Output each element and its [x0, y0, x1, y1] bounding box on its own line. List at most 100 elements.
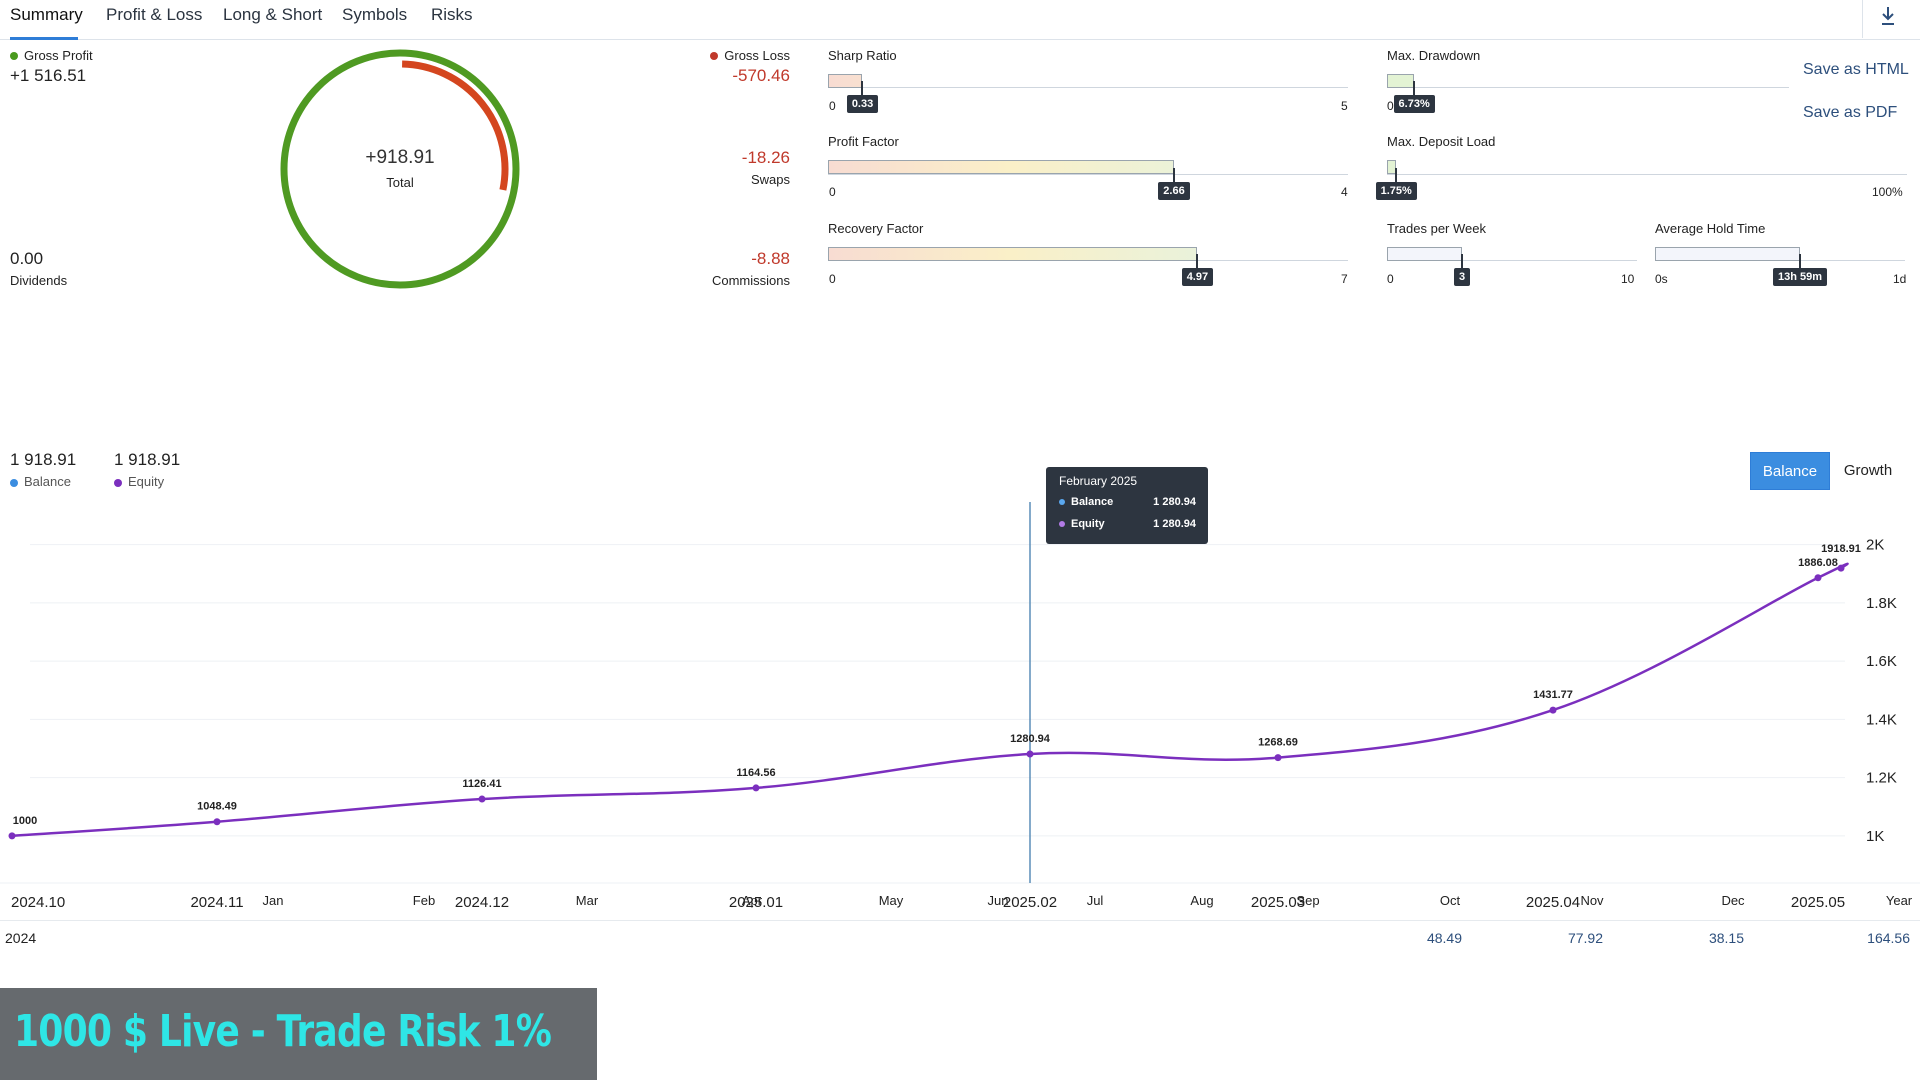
- month-header-aug: Aug: [1190, 893, 1214, 908]
- month-header-oct: Oct: [1439, 893, 1461, 908]
- equity-point: [8, 832, 16, 840]
- value-marker: [1461, 254, 1463, 270]
- point-label: 1431.77: [1533, 689, 1573, 701]
- tab-long-short[interactable]: Long & Short: [223, 5, 323, 24]
- tab-symbols[interactable]: Symbols: [342, 5, 408, 24]
- trades-per-week-min: 0: [1387, 272, 1394, 286]
- trades-per-week-value: 3: [1454, 268, 1471, 286]
- max-deposit-load-bar: [1387, 160, 1397, 174]
- max-drawdown-title: Max. Drawdown: [1387, 48, 1481, 63]
- equity-point: [213, 818, 221, 826]
- swaps-label: Swaps: [750, 172, 790, 187]
- point-label: 1164.56: [736, 767, 775, 779]
- value-marker: [1172, 168, 1175, 184]
- equity-point: [752, 784, 760, 792]
- growth-toggle-button[interactable]: Growth: [1843, 462, 1893, 479]
- gross-loss-label: Gross Loss: [724, 48, 790, 63]
- tab-summary[interactable]: Summary: [10, 0, 83, 40]
- gross-loss-dot: [710, 51, 719, 60]
- max-drawdown-bar: [1387, 74, 1415, 88]
- value-marker: [861, 81, 864, 97]
- month-header-year: Year: [1885, 893, 1913, 908]
- oct-value: 48.49: [1426, 930, 1462, 946]
- download-button[interactable]: [1862, 0, 1912, 38]
- avg-hold-time-max: 1d: [1893, 272, 1907, 286]
- banner-text: 1000 $ Live - Trade Risk 1%: [14, 1006, 552, 1057]
- year-row-label: 2024: [5, 930, 37, 946]
- month-header-mar: Mar: [575, 893, 599, 908]
- month-header-feb: Feb: [412, 893, 436, 908]
- point-label: 1000: [13, 815, 37, 827]
- y-tick-label: 1.8K: [1866, 595, 1897, 612]
- total-label: Total: [386, 175, 414, 190]
- gross-loss-value: -570.46: [732, 66, 790, 85]
- month-header-may: May: [878, 893, 904, 908]
- month-header-nov: Nov: [1580, 893, 1604, 908]
- dividends-value: 0.00: [10, 249, 44, 268]
- value-marker: [1799, 254, 1801, 270]
- swaps-value: -18.26: [741, 148, 790, 167]
- sharp-ratio-min: 0: [829, 99, 836, 113]
- equity-header-legend: Equity: [114, 474, 164, 489]
- profit-factor-title: Profit Factor: [828, 134, 899, 149]
- x-tick-label: 2025.02: [1003, 894, 1057, 911]
- equity-dot: [114, 478, 122, 487]
- equity-point: [1837, 564, 1845, 572]
- max-drawdown-track: [1387, 87, 1789, 88]
- trades-per-week-title: Trades per Week: [1387, 221, 1486, 236]
- overlay-banner: 1000 $ Live - Trade Risk 1%: [0, 988, 597, 1080]
- sharp-ratio-max: 5: [1341, 99, 1348, 113]
- equity-header-value: 1 918.91: [114, 450, 181, 469]
- max-deposit-load-max: 100%: [1872, 185, 1903, 199]
- equity-line: [11, 562, 1849, 838]
- value-marker: [1413, 81, 1416, 97]
- equity-header-label: Equity: [128, 474, 165, 489]
- tab-profit-loss[interactable]: Profit & Loss: [106, 5, 203, 24]
- value-marker: [1395, 168, 1398, 184]
- save-as-html-link[interactable]: Save as HTML: [1803, 61, 1909, 78]
- y-tick-label: 1.6K: [1866, 653, 1897, 670]
- equity-point: [478, 795, 486, 803]
- month-header-dec: Dec: [1721, 893, 1745, 908]
- save-as-pdf-link[interactable]: Save as PDF: [1803, 104, 1898, 121]
- max-drawdown-value: 6.73%: [1393, 95, 1435, 113]
- tooltip-equity-label: Equity: [1071, 518, 1105, 530]
- month-header-apr: Apr: [741, 893, 763, 908]
- gross-profit-dot: [10, 51, 18, 60]
- month-header-jul: Jul: [1086, 893, 1104, 908]
- gross-profit-label: Gross Profit: [24, 48, 93, 63]
- tooltip-equity-row: Equity: [1059, 518, 1105, 530]
- max-deposit-load-value: 1.75%: [1375, 182, 1417, 200]
- ring-loss-arc: [402, 60, 509, 191]
- year-total-value: 164.56: [1867, 930, 1910, 946]
- profit-factor-min: 0: [829, 185, 836, 199]
- recovery-factor-title: Recovery Factor: [828, 221, 924, 236]
- profit-loss-ring: +918.91 Total: [280, 49, 520, 289]
- avg-hold-time-value: 13h 59m: [1773, 268, 1828, 286]
- ring-profit-arc: [280, 49, 520, 289]
- point-label: 1280.94: [1010, 733, 1051, 745]
- equity-chart: 1K 1.2K 1.4K 1.6K 1.8K 2K 1000 1048.49 1126.41 11…: [0, 502, 1920, 911]
- tooltip-equity-dot: [1059, 521, 1065, 528]
- balance-header-label: Balance: [24, 474, 71, 489]
- profit-factor-bar: [828, 160, 1174, 174]
- gross-profit-value: +1 516.51: [10, 66, 87, 85]
- balance-toggle-button[interactable]: Balance: [1750, 452, 1830, 490]
- x-tick-label: 2024.12: [455, 894, 509, 911]
- tooltip-balance-dot: [1059, 499, 1065, 506]
- download-icon: [1882, 7, 1894, 25]
- tab-risks[interactable]: Risks: [431, 5, 473, 24]
- x-tick-label: 2024.10: [11, 894, 65, 911]
- gross-loss-legend: Gross Loss: [700, 47, 790, 65]
- gross-profit-legend: Gross Profit: [10, 47, 93, 65]
- month-header-jun: Jun: [987, 893, 1009, 908]
- tooltip-title: February 2025: [1059, 474, 1138, 488]
- commissions-label: Commissions: [711, 273, 790, 288]
- max-deposit-load-title: Max. Deposit Load: [1387, 134, 1496, 149]
- y-tick-label: 1.4K: [1866, 711, 1897, 728]
- point-label: 1268.69: [1258, 737, 1298, 749]
- x-tick-label: 2025.01: [729, 894, 783, 911]
- x-tick-label: 2025.03: [1251, 894, 1305, 911]
- sharp-ratio-bar: [828, 74, 863, 88]
- avg-hold-time-bar: [1655, 247, 1800, 261]
